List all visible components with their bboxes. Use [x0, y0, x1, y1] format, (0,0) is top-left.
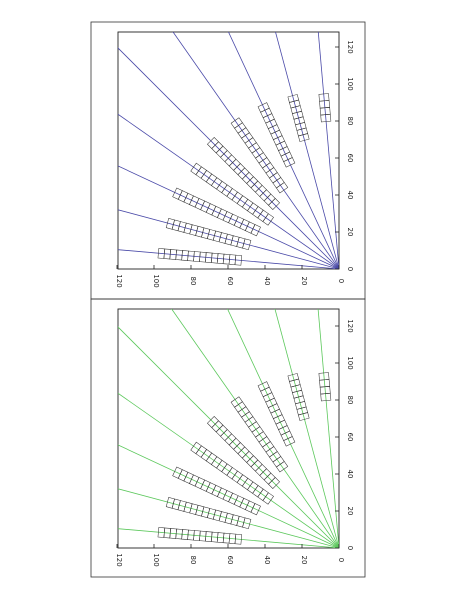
y-axis-tick-label: 40: [263, 277, 271, 286]
detector-box: [190, 441, 202, 455]
x-axis-tick-label: 60: [346, 154, 354, 163]
box-strip: [190, 162, 274, 226]
y-axis-tick-label: 80: [189, 556, 197, 565]
ray-line: [118, 113, 339, 269]
y-axis-tick-label: 100: [152, 553, 160, 566]
panel-bottom-outer-frame: [90, 298, 366, 578]
detector-box: [165, 497, 175, 509]
x-axis-tick-label: 120: [346, 40, 354, 53]
box-strips: [157, 372, 332, 545]
y-axis-tick-label: 60: [226, 277, 234, 286]
ray-line: [317, 32, 339, 269]
box-strips: [157, 93, 332, 266]
y-axis-tick-label: 0: [337, 279, 345, 283]
detector-box: [287, 94, 300, 103]
plot-area-frame: [117, 31, 340, 270]
detector-box: [230, 117, 243, 129]
y-axis-tick-label: 0: [337, 558, 345, 562]
ray-line: [274, 309, 339, 548]
box-strip: [318, 372, 332, 402]
detector-box: [257, 381, 270, 392]
x-axis: 0 20 40 60 80 100 120: [335, 40, 354, 271]
detector-box: [318, 93, 330, 102]
x-axis-tick-label: 80: [346, 117, 354, 126]
y-axis-tick-label: 120: [115, 274, 123, 287]
x-axis-tick-label: 40: [346, 470, 354, 479]
box-strip: [157, 248, 243, 266]
panel-bottom: 0 20 40 60 80 100 120 0 20 40 60 80 100 120: [115, 308, 354, 567]
y-axis-tick-label: 80: [189, 277, 197, 286]
box-strip: [190, 441, 274, 505]
ray-line: [118, 488, 339, 548]
box-strip: [165, 218, 252, 251]
detector-box: [207, 416, 219, 428]
x-axis-tick-label: 40: [346, 191, 354, 200]
y-axis-tick-label: 40: [263, 556, 271, 565]
detector-box: [257, 102, 270, 113]
box-strip: [165, 497, 252, 530]
ray-line: [118, 326, 339, 548]
x-axis-tick-label: 20: [346, 507, 354, 516]
x-axis-tick-label: 120: [346, 319, 354, 332]
y-axis-tick-label: 100: [152, 274, 160, 287]
ray-line: [118, 392, 339, 548]
box-strip: [157, 527, 243, 545]
panel-top: 0 20 40 60 80 100 120 0 20 40 60 80 100 120: [115, 31, 354, 288]
x-axis-tick-label: 20: [346, 228, 354, 237]
box-strip: [207, 416, 280, 489]
ray-line: [171, 309, 339, 548]
box-strip: [172, 187, 261, 237]
y-axis-tick-label: 20: [300, 277, 308, 286]
detector-box: [230, 396, 243, 408]
box-strip: [257, 381, 296, 447]
detector-box: [287, 373, 300, 382]
ray-line: [118, 209, 339, 269]
detector-box: [172, 466, 183, 479]
ray-lines: [118, 32, 339, 269]
detector-box: [157, 248, 166, 259]
box-strip: [172, 466, 261, 516]
ray-line: [228, 32, 339, 269]
detector-box: [157, 527, 166, 538]
ray-line: [118, 528, 339, 548]
box-strip: [287, 373, 310, 421]
box-strip: [230, 117, 289, 194]
y-axis: 0 20 40 60 80 100 120: [115, 265, 345, 288]
x-axis-tick-label: 80: [346, 396, 354, 405]
x-axis-tick-label: 0: [346, 546, 354, 550]
detector-box: [318, 372, 330, 381]
box-strip: [207, 137, 280, 210]
x-axis: 0 20 40 60 80 100 120: [335, 319, 354, 550]
ray-line: [317, 309, 339, 548]
ray-line: [172, 32, 339, 269]
ray-line: [275, 32, 339, 269]
ray-line: [118, 444, 339, 548]
x-axis-tick-label: 100: [346, 356, 354, 369]
y-axis-tick-label: 60: [226, 556, 234, 565]
x-axis-tick-label: 100: [346, 77, 354, 90]
detector-box: [207, 137, 219, 149]
box-strip: [318, 93, 332, 123]
ray-line: [227, 309, 339, 548]
y-axis-tick-label: 120: [115, 553, 123, 566]
detector-box: [165, 218, 175, 230]
y-axis: 0 20 40 60 80 100 120: [115, 544, 345, 567]
box-strip: [257, 102, 296, 168]
ray-line: [118, 47, 339, 269]
x-axis-tick-label: 0: [346, 267, 354, 271]
ray-line: [118, 165, 339, 269]
x-axis-tick-label: 60: [346, 433, 354, 442]
outer-frames: [90, 21, 366, 578]
detector-box: [190, 162, 202, 176]
ray-line: [118, 249, 339, 269]
plot-area-frame: [117, 308, 340, 549]
box-strip: [287, 94, 310, 142]
y-axis-tick-label: 20: [300, 556, 308, 565]
panel-top-outer-frame: [90, 21, 366, 300]
box-strip: [230, 396, 289, 473]
ray-lines: [118, 309, 339, 548]
detector-box: [172, 187, 183, 200]
